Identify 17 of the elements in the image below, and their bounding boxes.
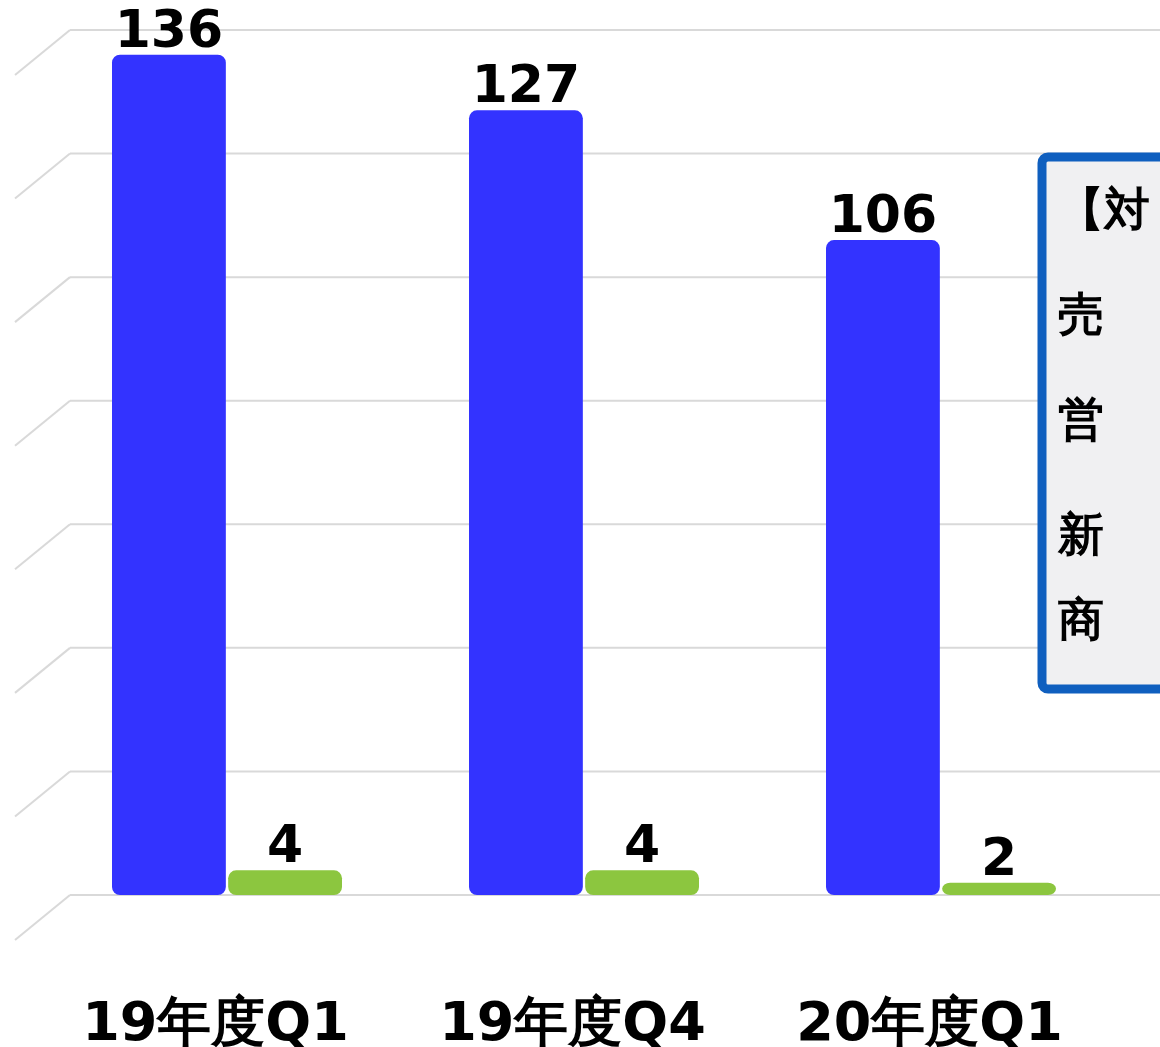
annotation: 【対 (1058, 182, 1150, 236)
data-label: 2 (980, 826, 1018, 887)
bar (112, 54, 226, 895)
data-label: 106 (828, 184, 938, 245)
bar (942, 882, 1056, 895)
data-label: 136 (114, 0, 224, 59)
annotation: 新 (1057, 507, 1104, 561)
data-label: 127 (471, 54, 581, 115)
bar (826, 240, 940, 895)
bar (469, 110, 583, 895)
annotation: 営 (1058, 392, 1104, 446)
bar (228, 870, 342, 895)
data-label: 4 (266, 814, 304, 875)
data-label: 4 (623, 814, 661, 875)
annotation: 商 (1058, 592, 1104, 646)
bar (585, 870, 699, 895)
annotation: 売 (1058, 287, 1104, 341)
